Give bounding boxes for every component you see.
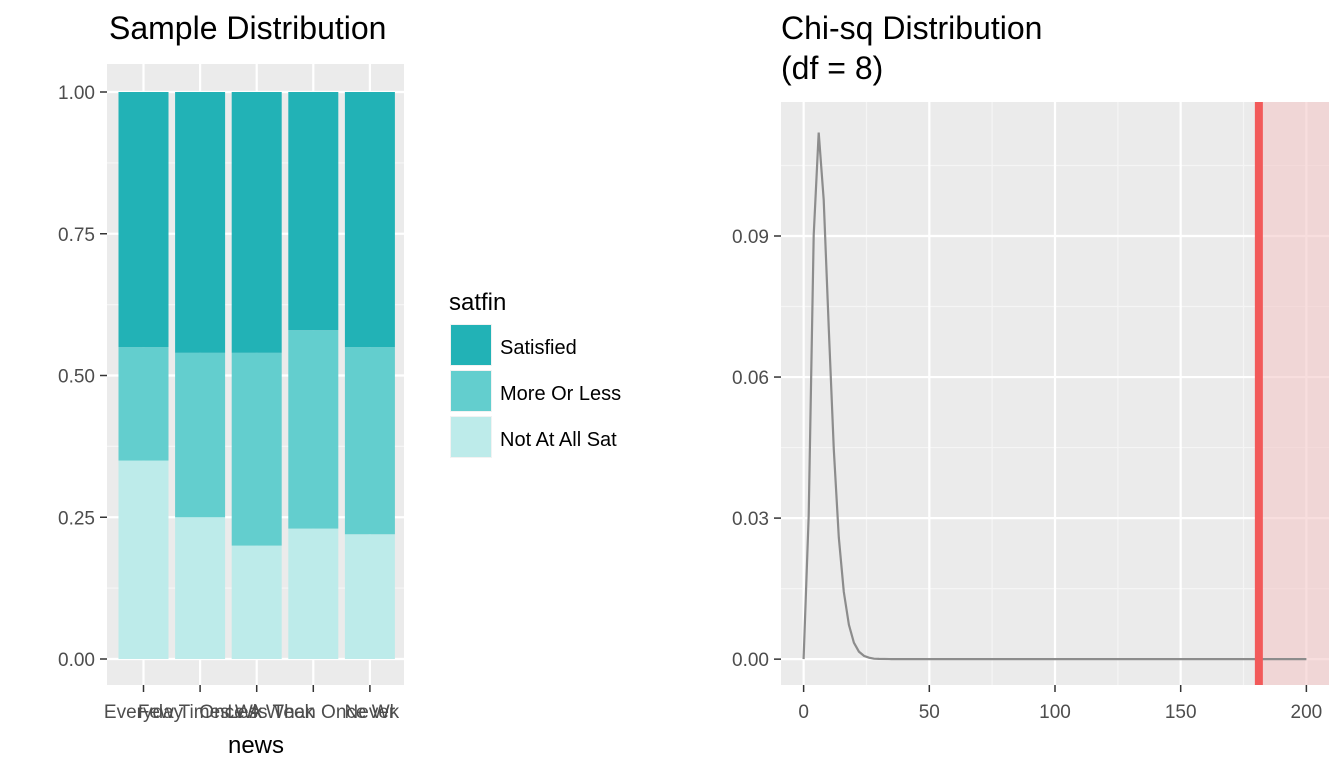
legend-key-satisfied — [451, 325, 491, 365]
left-y-tick-label: 0.00 — [58, 650, 95, 671]
left-y-axis: 0.00 0.25 0.50 0.75 1.00 — [58, 83, 107, 671]
bar-everyday-not-at-all-sat — [118, 460, 169, 659]
bar-never-satisfied — [344, 92, 395, 348]
bar-few-times-wk-not-at-all-sat — [175, 517, 226, 659]
legend-label-not-at-all-sat: Not At All Sat — [500, 429, 617, 451]
bar-never-more-or-less — [344, 347, 395, 535]
right-y-tick-label: 0.09 — [732, 227, 769, 248]
right-chart-subtitle: (df = 8) — [781, 50, 883, 86]
left-y-tick-label: 0.75 — [58, 225, 95, 246]
left-x-tick-label: Less Than Once Wk — [227, 702, 399, 723]
bar-few-times-wk-satisfied — [175, 92, 226, 353]
legend-title: satfin — [449, 289, 506, 316]
density-curve — [802, 132, 1307, 661]
left-x-axis-title: news — [228, 732, 284, 759]
legend: satfin Satisfied More Or Less Not At All S… — [449, 289, 621, 458]
bar-less-than-once-wk-not-at-all-sat — [288, 528, 339, 659]
right-y-tick-label: 0.06 — [732, 368, 769, 389]
right-y-tick-label: 0.03 — [732, 509, 769, 530]
left-y-tick-label: 0.25 — [58, 508, 95, 529]
right-x-tick-label: 200 — [1291, 702, 1323, 723]
p-value-shaded-region — [1258, 102, 1329, 685]
bar-few-times-wk-more-or-less — [175, 352, 226, 518]
right-y-tick-label: 0.00 — [732, 650, 769, 671]
bar-everyday-more-or-less — [118, 347, 169, 461]
left-y-tick-label: 1.00 — [58, 83, 95, 104]
right-x-axis: 0 50 100 150 200 — [798, 685, 1322, 723]
bar-once-a-week-satisfied — [231, 92, 282, 353]
right-x-tick-label: 150 — [1165, 702, 1197, 723]
left-chart-title: Sample Distribution — [109, 10, 386, 46]
bar-never-not-at-all-sat — [344, 534, 395, 659]
bar-once-a-week-more-or-less — [231, 352, 282, 546]
left-y-tick-label: 0.50 — [58, 367, 95, 388]
legend-key-not-at-all-sat — [451, 417, 491, 457]
right-x-tick-label: 100 — [1039, 702, 1071, 723]
legend-label-satisfied: Satisfied — [500, 337, 577, 359]
right-x-tick-label: 0 — [798, 702, 809, 723]
chi-sq-distribution-panel: 0.00 0.03 0.06 0.09 0 50 100 150 200 Chi-sq Dis… — [732, 10, 1329, 723]
legend-items: Satisfied More Or Less Not At All Sat — [450, 324, 621, 458]
right-y-axis: 0.00 0.03 0.06 0.09 — [732, 227, 781, 671]
left-x-tick-label: Few Times Wk — [138, 702, 263, 723]
left-x-tick-label: Everyday — [104, 702, 184, 723]
bar-less-than-once-wk-more-or-less — [288, 330, 339, 529]
left-bars — [118, 92, 395, 659]
bar-once-a-week-not-at-all-sat — [231, 545, 282, 659]
bar-everyday-satisfied — [118, 92, 169, 348]
bar-less-than-once-wk-satisfied — [288, 92, 339, 331]
left-x-tick-label: Never — [345, 702, 396, 723]
right-chart-title: Chi-sq Distribution — [781, 10, 1042, 46]
legend-key-more-or-less — [451, 371, 491, 411]
right-x-tick-label: 50 — [919, 702, 940, 723]
left-x-tick-label: Once A Week — [199, 702, 314, 723]
legend-label-more-or-less: More Or Less — [500, 383, 621, 405]
